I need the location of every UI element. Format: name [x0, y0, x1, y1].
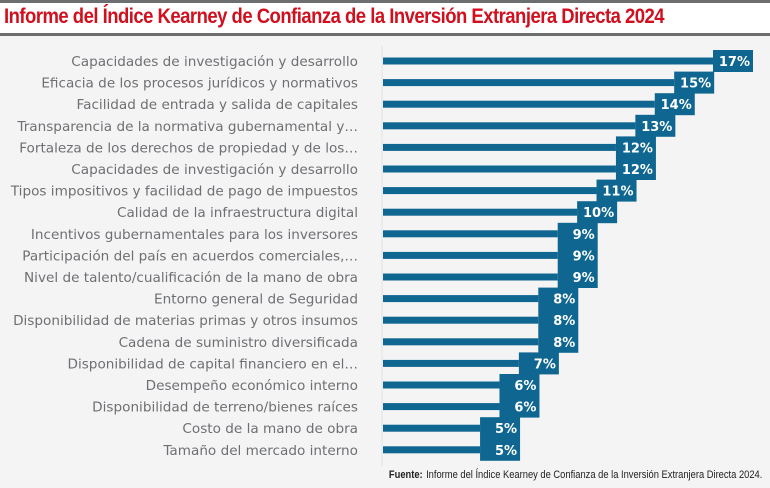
- value-label-box: [557, 266, 598, 288]
- value-label: 9%: [573, 249, 595, 264]
- category-label: Tipos impositivos y facilidad de pago de…: [10, 184, 358, 200]
- value-label-box: [499, 395, 540, 418]
- category-label: Entorno general de Seguridad: [154, 292, 358, 308]
- category-label: Capacidades de investigación y desarroll…: [71, 54, 358, 70]
- value-label: 6%: [514, 379, 536, 394]
- bar: [383, 403, 500, 411]
- bars: [383, 57, 713, 454]
- category-labels: Capacidades de investigación y desarroll…: [10, 54, 358, 459]
- bar: [383, 424, 481, 432]
- bar: [383, 359, 519, 367]
- bar-chart: Capacidades de investigación y desarroll…: [10, 46, 753, 466]
- value-label: 8%: [553, 314, 575, 329]
- bar: [383, 251, 558, 259]
- value-labels: 17% 15% 14% 13% 12% 12% 11% 10% 9% 9% 9% 8% 8% 8% 7% 6%…: [480, 50, 753, 461]
- top-border: [0, 0, 770, 3]
- value-label-box: [557, 222, 598, 245]
- value-label: 10%: [583, 206, 614, 221]
- bar: [383, 122, 636, 130]
- value-label-box: [674, 71, 715, 94]
- value-label-box: [577, 201, 618, 224]
- value-label: 9%: [573, 228, 595, 243]
- value-label-box: [480, 438, 521, 461]
- category-label: Incentivos gubernamentales para los inve…: [31, 227, 358, 243]
- category-label: Participación del país en acuerdos comer…: [22, 248, 358, 264]
- category-label: Disponibilidad de terreno/bienes raíces: [92, 400, 358, 416]
- value-label: 11%: [602, 185, 633, 200]
- value-label: 5%: [495, 444, 517, 459]
- value-label: 6%: [514, 401, 536, 416]
- bar: [383, 273, 558, 281]
- value-label-box: [615, 136, 656, 159]
- value-label-box: [635, 114, 676, 137]
- bar: [383, 57, 713, 65]
- value-label: 9%: [573, 271, 595, 286]
- value-label-box: [615, 158, 656, 180]
- category-label: Eficacia de los procesos jurídicos y nor…: [41, 76, 358, 92]
- value-label: 13%: [641, 120, 672, 135]
- category-label: Nivel de talento/cualificación de la man…: [24, 270, 358, 286]
- bar: [383, 230, 558, 238]
- bar: [383, 100, 655, 108]
- category-label: Transparencia de la normativa gubernamen…: [16, 119, 358, 135]
- bar: [383, 295, 539, 303]
- value-label: 5%: [495, 422, 517, 437]
- bar: [383, 446, 481, 454]
- chart-title: Informe del Índice Kearney de Confianza …: [4, 4, 665, 28]
- bar: [383, 381, 500, 389]
- value-label-box: [557, 244, 598, 267]
- value-label-box: [596, 179, 637, 202]
- bar: [383, 79, 675, 87]
- bar: [383, 208, 578, 216]
- value-label: 12%: [622, 163, 653, 178]
- bar: [383, 165, 616, 173]
- source-text: Informe del Índice Kearney de Confianza …: [425, 469, 762, 481]
- value-label: 7%: [534, 357, 556, 372]
- category-label: Capacidades de investigación y desarroll…: [71, 162, 358, 178]
- value-label-box: [480, 417, 521, 440]
- category-label: Desempeño económico interno: [146, 378, 358, 394]
- value-label: 14%: [661, 98, 692, 113]
- bar: [383, 187, 597, 195]
- source-label: Fuente:: [388, 469, 423, 481]
- value-label: 8%: [553, 336, 575, 351]
- bar: [383, 316, 539, 324]
- category-label: Cadena de suministro diversificada: [119, 335, 358, 351]
- header: Informe del Índice Kearney de Confianza …: [0, 3, 770, 36]
- category-label: Costo de la mano de obra: [182, 421, 358, 437]
- value-label-box: [538, 309, 579, 332]
- value-label-box: [538, 287, 579, 310]
- value-label-box: [713, 50, 753, 72]
- value-label: 15%: [680, 77, 711, 92]
- value-label: 12%: [622, 141, 653, 156]
- value-label-box: [538, 330, 579, 353]
- source-note: Fuente: Informe del Índice Kearney de Con…: [389, 469, 762, 481]
- bar: [383, 338, 539, 346]
- category-label: Calidad de la infraestructura digital: [117, 205, 358, 221]
- category-label: Fortaleza de los derechos de propiedad y…: [19, 140, 358, 156]
- value-label: 17%: [719, 55, 750, 70]
- bar: [383, 143, 616, 151]
- value-label-box: [518, 352, 559, 375]
- category-label: Disponibilidad de materias primas y otro…: [13, 313, 358, 329]
- category-label: Facilidad de entrada y salida de capital…: [77, 97, 358, 113]
- value-label-box: [654, 93, 695, 116]
- value-label-box: [499, 374, 540, 396]
- value-label: 8%: [553, 293, 575, 308]
- category-label: Tamaño del mercado interno: [162, 443, 358, 459]
- category-label: Disponibilidad de capital financiero en …: [67, 356, 358, 372]
